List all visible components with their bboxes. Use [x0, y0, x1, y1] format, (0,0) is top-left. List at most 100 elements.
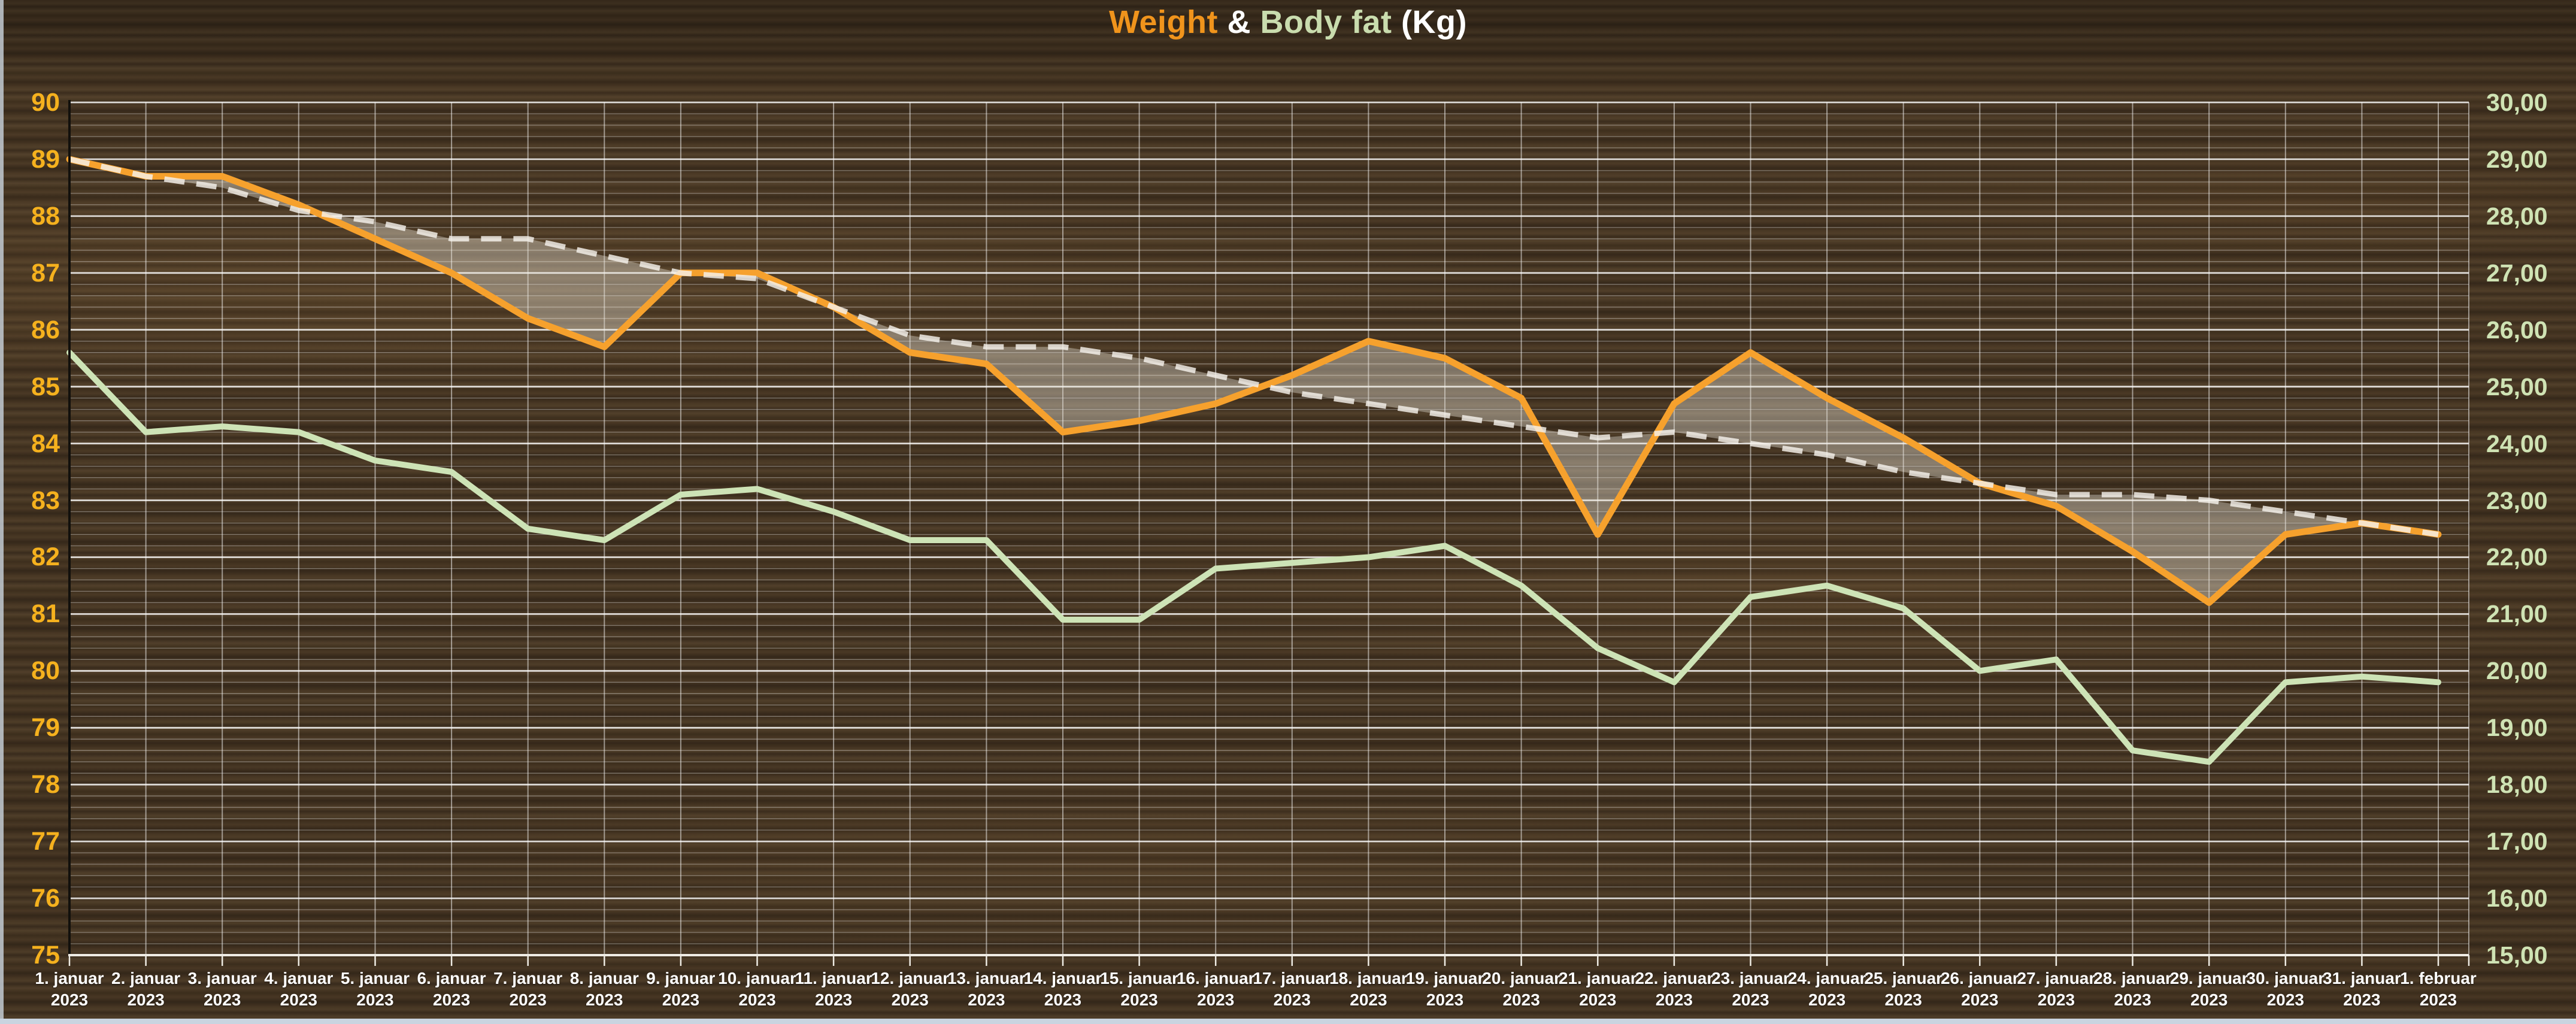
x-axis-label-date: 17. januar [1253, 969, 1332, 987]
window-edge-bottom [0, 1019, 2576, 1024]
x-axis-label-year: 2023 [2419, 990, 2457, 1009]
x-axis-label-year: 2023 [1579, 990, 1617, 1009]
right-axis-label: 19,00 [2486, 714, 2548, 742]
x-axis-label: 13. januar 2023 [941, 968, 1031, 1011]
x-axis-label-date: 26. januar [1940, 969, 2019, 987]
x-axis-label-year: 2023 [432, 990, 471, 1009]
x-axis-label-year: 2023 [1273, 990, 1311, 1009]
x-axis-label-year: 2023 [586, 990, 623, 1009]
x-axis-label: 10. januar 2023 [713, 968, 802, 1011]
x-axis-label: 22. januar 2023 [1629, 968, 1719, 1011]
x-axis-label-date: 1. februar [2400, 969, 2477, 987]
x-axis-label-date: 27. januar [2017, 969, 2096, 987]
x-axis-label: 9. januar 2023 [636, 968, 726, 1011]
x-axis-label-year: 2023 [356, 990, 394, 1009]
x-axis-label-date: 21. januar [1558, 969, 1637, 987]
weight-trend-band [69, 159, 2438, 603]
x-axis-label: 1. januar 2023 [25, 968, 114, 1011]
left-axis-label: 89 [31, 144, 60, 174]
right-axis-label: 21,00 [2486, 600, 2548, 628]
x-axis-label-year: 2023 [509, 990, 547, 1009]
x-axis-label: 31. januar 2023 [2317, 968, 2407, 1011]
bodyfat-line [66, 349, 2441, 765]
x-axis-label-date: 19. januar [1405, 969, 1484, 987]
x-axis-label-year: 2023 [2343, 990, 2381, 1009]
right-axis-label: 27,00 [2486, 259, 2548, 287]
x-axis-label: 16. januar 2023 [1171, 968, 1260, 1011]
x-axis-label-year: 2023 [1655, 990, 1693, 1009]
title-bodyfat: Body fat [1260, 4, 1392, 40]
trend-dashed-line [69, 156, 2439, 537]
x-axis-label-year: 2023 [1732, 990, 1769, 1009]
left-axis-label: 80 [31, 656, 60, 686]
x-axis-label-year: 2023 [738, 990, 776, 1009]
left-axis-label: 87 [31, 258, 60, 287]
x-axis-label: 30. januar 2023 [2241, 968, 2330, 1011]
x-axis-label-date: 24. januar [1787, 969, 1866, 987]
x-axis-label-date: 25. januar [1864, 969, 1943, 987]
x-axis-label-date: 29. januar [2169, 969, 2248, 987]
x-axis-label-date: 1. januar [35, 969, 104, 987]
x-axis-label: 4. januar 2023 [254, 968, 344, 1011]
x-axis-label-year: 2023 [1884, 990, 1922, 1009]
right-axis-label: 20,00 [2486, 657, 2548, 685]
x-axis-label: 19. januar 2023 [1400, 968, 1490, 1011]
x-axis-label-date: 15. januar [1100, 969, 1178, 987]
x-axis-label-year: 2023 [1120, 990, 1158, 1009]
x-axis-label: 3. januar 2023 [177, 968, 267, 1011]
x-axis-label: 12. januar 2023 [865, 968, 955, 1011]
title-weight: Weight [1109, 4, 1218, 40]
x-axis-label: 28. januar 2023 [2088, 968, 2178, 1011]
x-axis-label-date: 12. januar [871, 969, 950, 987]
right-axis-label: 15,00 [2486, 941, 2548, 969]
x-axis-label-date: 16. januar [1176, 969, 1255, 987]
x-axis-label-date: 7. januar [493, 969, 563, 987]
left-axis-label: 90 [31, 88, 60, 117]
x-axis-label-date: 20. januar [1482, 969, 1560, 987]
x-axis-label-year: 2023 [1808, 990, 1846, 1009]
title-amp: & [1218, 4, 1260, 40]
x-axis-label-year: 2023 [1961, 990, 1999, 1009]
right-axis-label: 18,00 [2486, 771, 2548, 799]
x-axis-label-year: 2023 [127, 990, 165, 1009]
left-axis-label: 84 [31, 429, 60, 458]
x-axis-label-date: 4. januar [264, 969, 334, 987]
x-axis-label: 20. januar 2023 [1477, 968, 1566, 1011]
left-axis-label: 76 [31, 884, 60, 913]
x-axis-label: 26. januar 2023 [1935, 968, 2025, 1011]
x-axis-label: 15. januar 2023 [1095, 968, 1184, 1011]
left-axis-label: 86 [31, 315, 60, 344]
x-axis-label: 17. januar 2023 [1247, 968, 1337, 1011]
x-axis-label: 11. januar 2023 [789, 968, 878, 1011]
x-axis-label-year: 2023 [1350, 990, 1387, 1009]
x-axis-label-date: 10. januar [718, 969, 796, 987]
chart-title: Weight & Body fat (Kg) [0, 4, 2576, 41]
x-axis-label-date: 8. januar [569, 969, 639, 987]
x-axis-label-date: 11. januar [795, 969, 872, 987]
x-axis-label: 14. januar 2023 [1018, 968, 1108, 1011]
left-axis-label: 83 [31, 486, 60, 515]
x-axis-label: 1. februar 2023 [2393, 968, 2483, 1011]
x-axis-label-year: 2023 [891, 990, 929, 1009]
left-axis-label: 81 [31, 599, 60, 629]
x-axis-label: 5. januar 2023 [330, 968, 420, 1011]
x-axis-label-year: 2023 [1502, 990, 1540, 1009]
x-axis-label: 7. januar 2023 [483, 968, 573, 1011]
x-axis-label-year: 2023 [2190, 990, 2228, 1009]
right-axis-label: 24,00 [2486, 429, 2548, 458]
right-axis-label: 29,00 [2486, 145, 2548, 173]
x-axis-label-year: 2023 [1426, 990, 1464, 1009]
x-axis-label-date: 13. januar [947, 969, 1026, 987]
x-axis-label-date: 22. januar [1635, 969, 1714, 987]
left-axis-label: 88 [31, 201, 60, 231]
x-axis-label-date: 30. januar [2246, 969, 2325, 987]
x-axis-label-year: 2023 [2114, 990, 2151, 1009]
x-axis-label-date: 28. januar [2093, 969, 2172, 987]
x-axis-label-year: 2023 [280, 990, 317, 1009]
x-axis-label-year: 2023 [50, 990, 89, 1009]
x-axis-label-date: 31. januar [2323, 969, 2401, 987]
x-axis-label-year: 2023 [662, 990, 700, 1009]
x-axis-label-year: 2023 [1044, 990, 1082, 1009]
x-axis-label-date: 3. januar [187, 969, 257, 987]
